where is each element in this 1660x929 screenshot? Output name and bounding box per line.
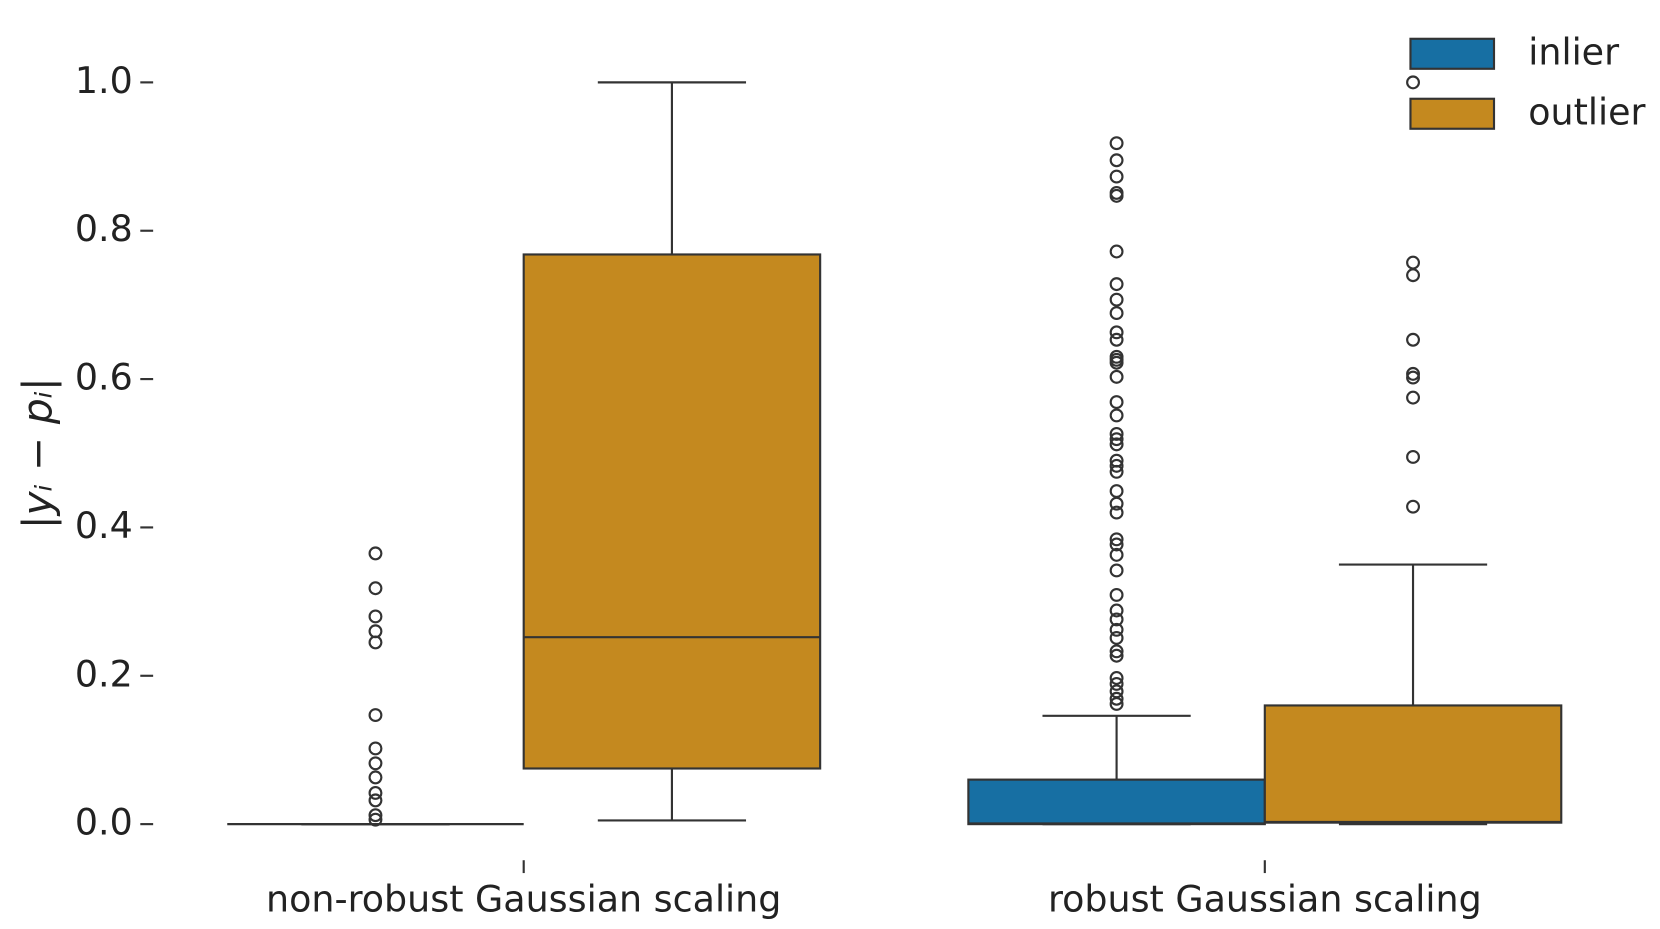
outlier-point <box>1109 676 1124 691</box>
outlier-point <box>1109 547 1124 562</box>
y-tick-label: 0.4 <box>75 504 133 547</box>
legend-label: inlier <box>1528 30 1619 73</box>
outlier-point <box>368 546 383 561</box>
outlier-point <box>1109 484 1124 499</box>
box <box>1263 704 1563 824</box>
outlier-point <box>1109 532 1124 547</box>
outlier-point <box>1109 630 1124 645</box>
outlier-point <box>1406 268 1420 283</box>
outlier-point <box>368 793 383 808</box>
outlier-point <box>1406 499 1420 514</box>
outlier-point <box>368 808 383 823</box>
outlier-point <box>1406 450 1420 464</box>
outlier-point <box>1109 325 1124 340</box>
outlier-point <box>1109 427 1124 441</box>
outlier-point <box>1109 648 1124 663</box>
outlier-point <box>1109 355 1124 370</box>
y-tick-label: 0.2 <box>75 652 133 695</box>
outlier-point <box>368 770 383 785</box>
y-axis-label: |yᵢ − pᵢ| <box>14 377 62 529</box>
outlier-point <box>1406 332 1420 347</box>
outlier-point <box>368 624 383 639</box>
outlier-point <box>1109 369 1124 384</box>
outlier-point <box>1109 496 1124 511</box>
box <box>967 778 1266 826</box>
outlier-point <box>368 708 383 723</box>
outlier-point <box>1109 697 1124 711</box>
outlier-point <box>1109 437 1124 452</box>
y-tick-label: 0.6 <box>75 356 133 399</box>
outlier-point <box>1109 671 1124 685</box>
outlier-point <box>1109 458 1124 473</box>
outlier-point <box>1109 563 1124 578</box>
outlier-point <box>368 812 383 827</box>
y-tick-label: 1.0 <box>75 59 133 102</box>
outlier-point <box>368 635 383 650</box>
outlier-point <box>1109 537 1124 552</box>
outlier-point <box>1109 292 1124 307</box>
outlier-point <box>1109 644 1124 659</box>
outlier-point <box>1109 622 1124 637</box>
outlier-point <box>1406 255 1420 270</box>
legend-label: outlier <box>1528 90 1645 133</box>
outlier-point <box>1109 691 1124 706</box>
outlier-point <box>1109 136 1124 151</box>
outlier-point <box>1109 153 1124 168</box>
outlier-point <box>1109 169 1124 184</box>
legend-swatch <box>1409 97 1496 130</box>
outlier-point <box>368 786 383 800</box>
y-tick-label: 0.0 <box>75 801 133 844</box>
outlier-point <box>1109 464 1124 479</box>
outlier-point <box>368 741 383 756</box>
outlier-point <box>368 756 383 771</box>
box <box>522 253 822 770</box>
outlier-point <box>1109 505 1124 520</box>
outlier-point <box>1109 188 1124 203</box>
outlier-point <box>1109 612 1124 627</box>
legend-swatch <box>1409 37 1496 70</box>
outlier-point <box>368 581 383 596</box>
x-tick-label: non-robust Gaussian scaling <box>266 877 781 920</box>
y-tick-label: 0.8 <box>75 207 133 250</box>
x-tick-label: robust Gaussian scaling <box>1048 877 1482 920</box>
outlier-point <box>1109 306 1124 321</box>
outlier-point <box>1109 587 1124 602</box>
outlier-point <box>1109 603 1124 618</box>
outlier-point <box>1406 370 1420 385</box>
outlier-point <box>1109 395 1124 410</box>
outlier-point <box>1109 332 1124 347</box>
outlier-point <box>1109 244 1124 259</box>
outlier-point <box>1109 408 1124 423</box>
outlier-point <box>1109 432 1124 447</box>
outlier-point <box>1406 75 1420 90</box>
outlier-point <box>1406 390 1420 405</box>
outlier-point <box>368 609 383 624</box>
outlier-point <box>1109 277 1124 292</box>
